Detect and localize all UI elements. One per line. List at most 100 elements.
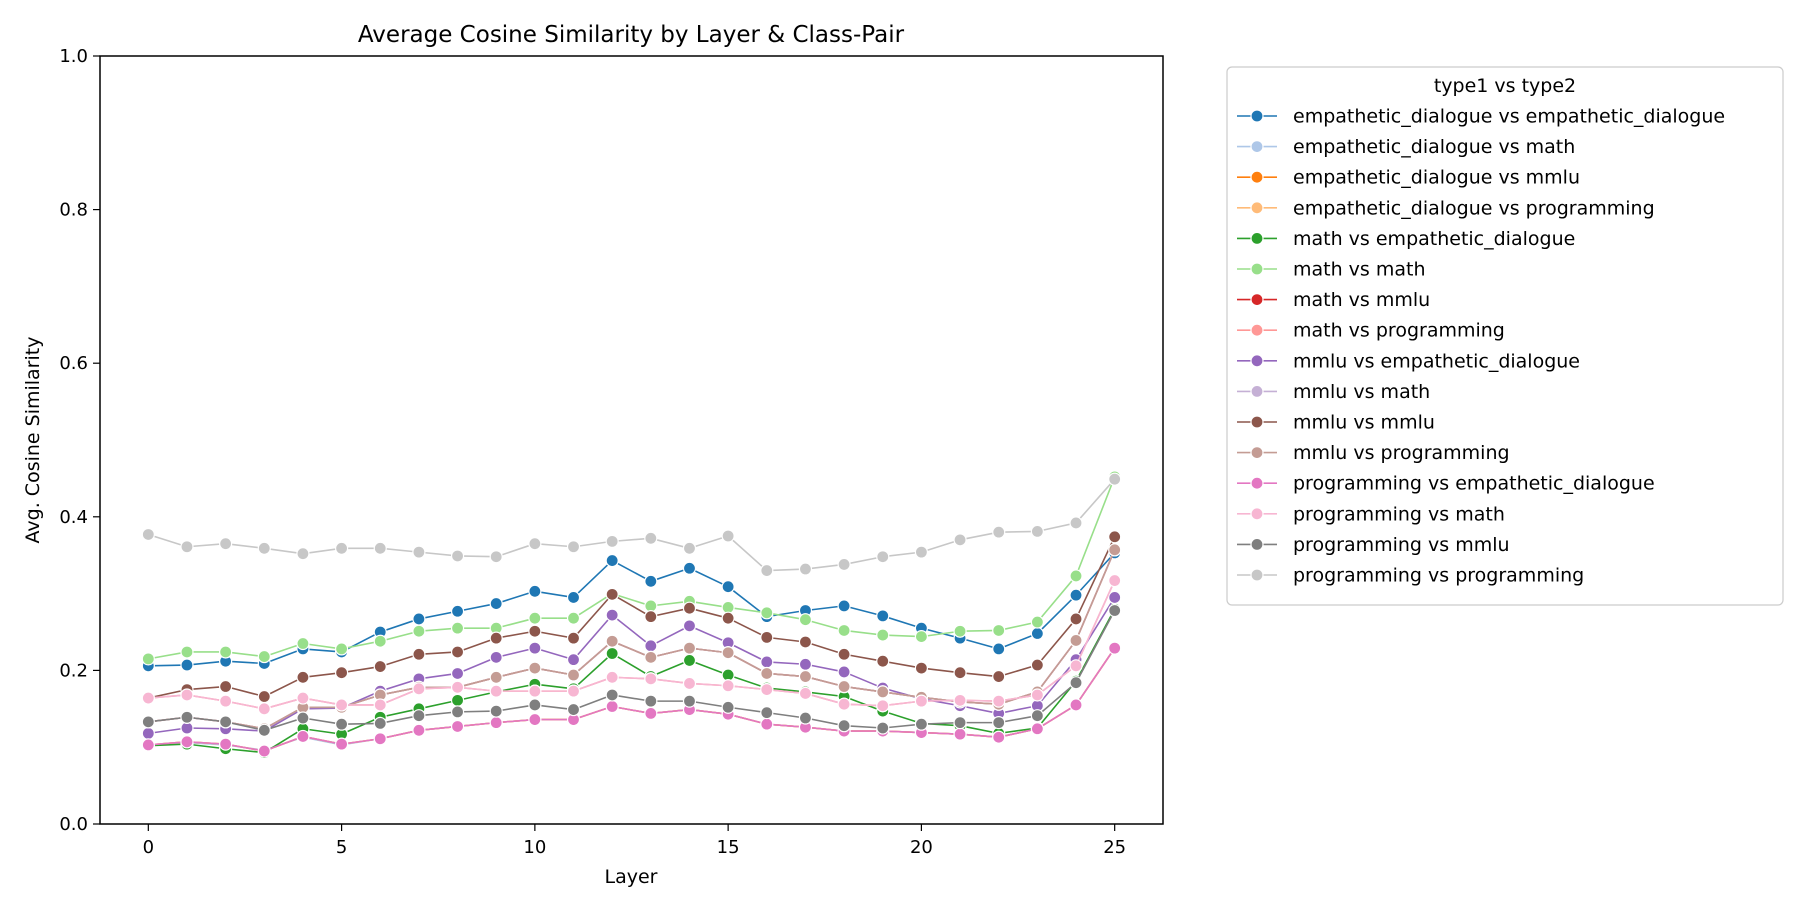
data-point xyxy=(450,666,465,681)
data-point xyxy=(721,529,735,543)
legend-label: mmlu vs math xyxy=(1293,381,1430,403)
data-point xyxy=(257,723,271,737)
data-point xyxy=(605,534,619,548)
data-point xyxy=(605,587,619,601)
data-point xyxy=(528,684,542,698)
data-point xyxy=(373,541,387,555)
data-point xyxy=(798,669,813,684)
data-point xyxy=(605,634,619,648)
data-point xyxy=(141,715,155,729)
data-point xyxy=(1108,530,1122,544)
data-point xyxy=(1108,590,1122,605)
data-point xyxy=(953,727,967,741)
data-point xyxy=(412,709,426,723)
data-point xyxy=(644,639,658,653)
legend-entry: mmlu vs empathetic_dialogue xyxy=(1237,350,1580,372)
data-point xyxy=(837,599,851,613)
legend-label: empathetic_dialogue vs math xyxy=(1293,136,1575,158)
data-point xyxy=(760,682,774,697)
y-tick-label: 0.6 xyxy=(59,353,88,374)
data-point xyxy=(528,537,542,551)
series-14 xyxy=(141,603,1122,737)
data-point xyxy=(180,688,194,702)
data-point xyxy=(1030,709,1044,723)
data-point xyxy=(721,611,735,625)
data-point xyxy=(1030,626,1044,641)
data-point xyxy=(296,636,310,651)
data-point xyxy=(141,527,155,542)
data-point xyxy=(721,646,735,660)
data-point xyxy=(489,704,503,718)
legend-marker xyxy=(1250,293,1264,307)
legend-entry: programming vs programming xyxy=(1237,565,1584,587)
legend-items: empathetic_dialogue vs empathetic_dialog… xyxy=(1237,106,1725,587)
y-axis: 0.0 0.2 0.4 0.6 0.8 1.0 xyxy=(59,46,100,835)
data-point xyxy=(412,647,426,661)
data-point xyxy=(334,698,349,712)
data-point xyxy=(876,699,890,713)
data-point xyxy=(760,563,774,578)
data-point xyxy=(1069,659,1083,673)
data-point xyxy=(257,689,271,704)
data-point xyxy=(682,619,697,633)
data-point xyxy=(837,623,851,638)
y-tick-label: 0.2 xyxy=(59,660,88,681)
data-point xyxy=(760,655,774,669)
data-point xyxy=(1069,588,1083,602)
data-point xyxy=(412,723,426,737)
legend-marker xyxy=(1250,537,1264,552)
data-point xyxy=(914,630,929,644)
y-tick-label: 0.0 xyxy=(59,814,88,835)
data-point xyxy=(296,729,310,744)
data-point xyxy=(412,624,426,638)
legend-label: math vs programming xyxy=(1293,320,1505,342)
legend-marker xyxy=(1250,201,1264,215)
data-point xyxy=(489,631,503,645)
data-point xyxy=(953,666,967,680)
legend-marker xyxy=(1250,109,1264,123)
data-point xyxy=(721,580,735,594)
data-point xyxy=(296,547,310,561)
legend-marker xyxy=(1250,507,1264,521)
data-point xyxy=(334,666,349,680)
legend-box xyxy=(1226,66,1784,606)
data-point xyxy=(141,738,155,752)
data-point xyxy=(528,712,542,727)
x-tick-label: 25 xyxy=(1103,837,1126,858)
data-point xyxy=(489,670,503,684)
legend-label: programming vs math xyxy=(1293,503,1505,525)
data-point xyxy=(566,611,581,625)
data-point xyxy=(180,710,194,724)
data-point xyxy=(450,621,465,635)
data-point xyxy=(992,730,1006,744)
data-point xyxy=(760,666,774,681)
data-point xyxy=(876,628,890,642)
legend-label: mmlu vs empathetic_dialogue xyxy=(1293,350,1580,372)
data-point xyxy=(760,706,774,720)
data-point xyxy=(373,716,387,730)
data-point xyxy=(334,642,349,656)
data-point xyxy=(760,606,774,620)
data-point xyxy=(450,680,465,694)
data-point xyxy=(605,670,619,684)
y-tick-label: 0.4 xyxy=(59,507,88,528)
data-point xyxy=(1030,658,1044,672)
series-10 xyxy=(141,530,1122,705)
data-point xyxy=(798,711,813,725)
data-point xyxy=(605,646,619,661)
data-point xyxy=(219,737,233,751)
data-point xyxy=(992,716,1006,730)
data-point xyxy=(1108,603,1122,618)
data-point xyxy=(682,641,697,655)
data-point xyxy=(605,553,619,568)
series-13 xyxy=(141,573,1122,716)
data-point xyxy=(450,645,465,659)
data-point xyxy=(141,652,155,666)
legend-label: math vs math xyxy=(1293,259,1426,281)
data-point xyxy=(1108,543,1122,557)
data-point xyxy=(914,661,929,675)
data-point xyxy=(953,533,967,547)
legend-label: empathetic_dialogue vs mmlu xyxy=(1293,167,1580,189)
legend-marker xyxy=(1250,323,1264,337)
legend-entry: programming vs math xyxy=(1237,503,1505,525)
